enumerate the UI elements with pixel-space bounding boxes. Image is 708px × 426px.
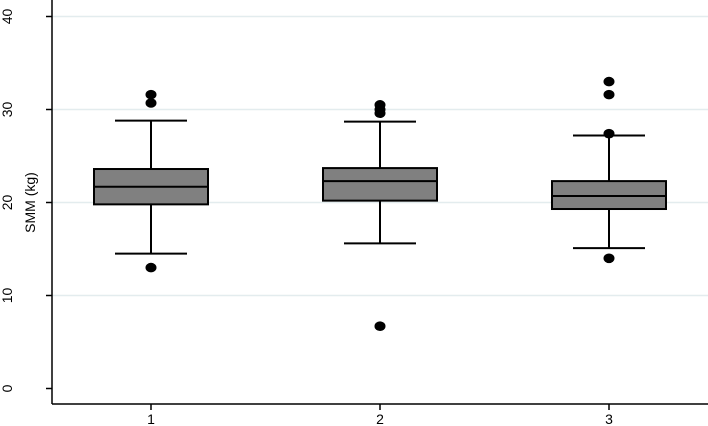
x-ticks: 1 2 3 — [147, 404, 613, 426]
y-tick-label-20: 20 — [0, 195, 15, 211]
box-group-3 — [551, 76, 667, 264]
y-tick-label-30: 30 — [0, 102, 15, 118]
x-tick-label-1: 1 — [147, 411, 155, 426]
box-iqr-2 — [322, 167, 438, 202]
y-axis-title: SMM (kg) — [22, 172, 38, 233]
outlier-3-0 — [603, 253, 615, 264]
boxes — [93, 76, 667, 331]
y-tick-label-0: 0 — [0, 384, 15, 392]
y-tick-label-40: 40 — [0, 9, 15, 25]
x-tick-label-3: 3 — [605, 411, 613, 426]
outlier-2-0 — [374, 321, 386, 331]
x-tick-label-2: 2 — [376, 411, 384, 426]
y-ticks: 0 10 20 30 40 — [0, 9, 52, 392]
box-group-1 — [93, 89, 209, 273]
outlier-1-0 — [145, 262, 157, 273]
y-tick-label-10: 10 — [0, 288, 15, 304]
outlier-2-3 — [374, 100, 386, 110]
outlier-3-1 — [603, 128, 615, 139]
outlier-3-3 — [603, 76, 615, 87]
box-group-2 — [322, 100, 438, 331]
outlier-1-1 — [145, 98, 157, 108]
outlier-3-2 — [603, 89, 615, 100]
outlier-1-2 — [145, 89, 157, 100]
